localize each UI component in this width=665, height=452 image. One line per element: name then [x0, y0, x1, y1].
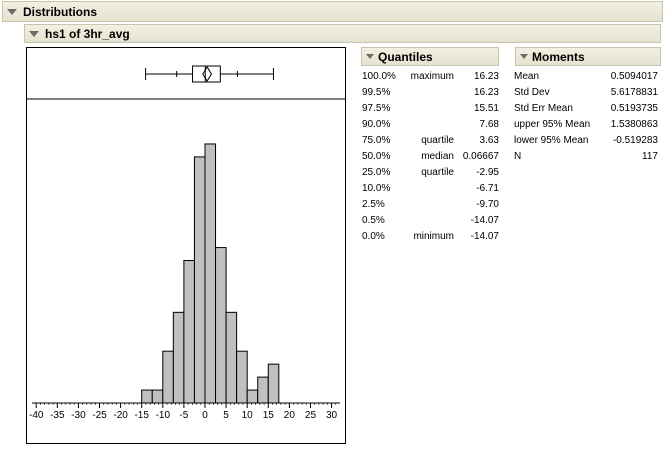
x-tick-label: 20: [284, 410, 296, 421]
x-tick-label: -5: [179, 410, 188, 421]
moment-row: Std Dev 5.6178831: [514, 85, 660, 100]
quantile-row: 50.0% median 0.06667: [362, 149, 499, 164]
disclosure-triangle-icon[interactable]: [520, 54, 528, 59]
histogram-bar: [141, 389, 153, 404]
x-tick-label: -25: [92, 410, 107, 421]
x-tick-label: 10: [242, 410, 254, 421]
histogram-chart[interactable]: -40 -35 -30 -25 -20 -15 -10 -5 0 5 10 15 20 25 30: [26, 47, 346, 444]
moments-header[interactable]: Moments: [515, 47, 661, 66]
moment-row: upper 95% Mean 1.5380863: [514, 117, 660, 132]
moments-title: Moments: [532, 49, 585, 64]
moment-value: 0.5094017: [610, 71, 658, 82]
quantile-pct: 75.0%: [362, 135, 391, 146]
quantile-pct: 90.0%: [362, 119, 391, 130]
x-tick-label: -30: [71, 410, 86, 421]
moment-label: Std Dev: [514, 87, 550, 98]
quantile-value: -6.71: [476, 183, 499, 194]
quantile-label: median: [421, 151, 454, 162]
quantile-label: maximum: [410, 71, 454, 82]
histogram-bar: [246, 389, 259, 404]
disclosure-triangle-icon[interactable]: [366, 54, 374, 59]
quantile-value: 7.68: [479, 119, 499, 130]
distributions-header[interactable]: Distributions: [2, 1, 663, 22]
disclosure-triangle-icon[interactable]: [7, 8, 17, 15]
quantile-pct: 2.5%: [362, 199, 385, 210]
moment-label: Mean: [514, 71, 540, 82]
quantile-pct: 0.5%: [362, 215, 385, 226]
boxplot-box: [192, 65, 221, 83]
x-tick-label: -20: [113, 410, 128, 421]
quantile-row: 75.0% quartile 3.63: [362, 133, 499, 148]
quantile-label: quartile: [421, 167, 454, 178]
histogram-bar: [267, 363, 280, 404]
quantile-value: -2.95: [476, 167, 499, 178]
moment-value: 5.6178831: [610, 87, 658, 98]
quantile-row: 100.0% maximum 16.23: [362, 69, 499, 84]
moment-label: N: [514, 151, 522, 162]
moment-label: Std Err Mean: [514, 103, 573, 114]
x-tick-label: 0: [202, 410, 208, 421]
moment-value: -0.519283: [612, 135, 658, 146]
x-tick-label: -40: [29, 410, 44, 421]
moment-value: 117: [642, 151, 658, 162]
moment-row: lower 95% Mean -0.519283: [514, 133, 660, 148]
x-tick-label: -15: [134, 410, 149, 421]
quantile-pct: 50.0%: [362, 151, 391, 162]
quantile-pct: 0.0%: [362, 231, 385, 242]
boxplot-mean-diamond: [202, 66, 213, 82]
quantile-pct: 97.5%: [362, 103, 391, 114]
histogram-bar: [151, 389, 164, 404]
x-tick-label: -10: [156, 410, 171, 421]
disclosure-triangle-icon[interactable]: [29, 30, 39, 37]
moment-row: Std Err Mean 0.5193735: [514, 101, 660, 116]
quantile-row: 0.5% -14.07: [362, 213, 499, 228]
histogram-bar: [183, 260, 195, 404]
quantile-row: 97.5% 15.51: [362, 101, 499, 116]
moment-value: 1.5380863: [610, 119, 658, 130]
histogram-bar: [215, 247, 227, 404]
moment-value: 0.5193735: [610, 103, 658, 114]
moment-label: lower 95% Mean: [514, 135, 589, 146]
histogram-bar: [257, 376, 269, 404]
quantiles-title: Quantiles: [378, 49, 433, 64]
histogram-bar: [236, 350, 248, 404]
x-tick-label: 5: [223, 410, 229, 421]
quantile-row: 90.0% 7.68: [362, 117, 499, 132]
x-tick-label: -35: [50, 410, 65, 421]
quantile-value: 3.63: [479, 135, 499, 146]
moment-row: N 117: [514, 149, 660, 164]
quantile-pct: 25.0%: [362, 167, 391, 178]
quantile-value: 16.23: [473, 87, 499, 98]
quantile-label: quartile: [421, 135, 454, 146]
quantile-value: -14.07: [470, 231, 499, 242]
quantile-value: 15.51: [473, 103, 499, 114]
quantile-value: 16.23: [473, 71, 499, 82]
moment-row: Mean 0.5094017: [514, 69, 660, 84]
quantile-value: 0.06667: [462, 151, 499, 162]
quantile-pct: 10.0%: [362, 183, 391, 194]
quantile-pct: 99.5%: [362, 87, 391, 98]
moment-label: upper 95% Mean: [514, 119, 591, 130]
histogram-bar: [193, 156, 206, 404]
variable-header[interactable]: hs1 of 3hr_avg: [24, 24, 661, 43]
quantile-label: minimum: [413, 231, 454, 242]
quantile-value: -14.07: [470, 215, 499, 226]
histogram-bar: [204, 143, 217, 404]
quantile-row: 10.0% -6.71: [362, 181, 499, 196]
x-tick-label: 15: [263, 410, 275, 421]
quantile-row: 25.0% quartile -2.95: [362, 165, 499, 180]
quantile-value: -9.70: [476, 199, 499, 210]
variable-title: hs1 of 3hr_avg: [45, 26, 130, 41]
quantile-row: 2.5% -9.70: [362, 197, 499, 212]
quantiles-header[interactable]: Quantiles: [361, 47, 499, 66]
distributions-title: Distributions: [23, 4, 97, 19]
x-tick-label: 30: [326, 410, 338, 421]
quantile-row: 99.5% 16.23: [362, 85, 499, 100]
histogram-bar: [225, 311, 238, 404]
histogram-bar: [162, 350, 174, 404]
histogram-bar: [172, 311, 185, 404]
quantile-row: 0.0% minimum -14.07: [362, 229, 499, 244]
quantile-pct: 100.0%: [362, 71, 396, 82]
x-tick-label: 25: [305, 410, 317, 421]
